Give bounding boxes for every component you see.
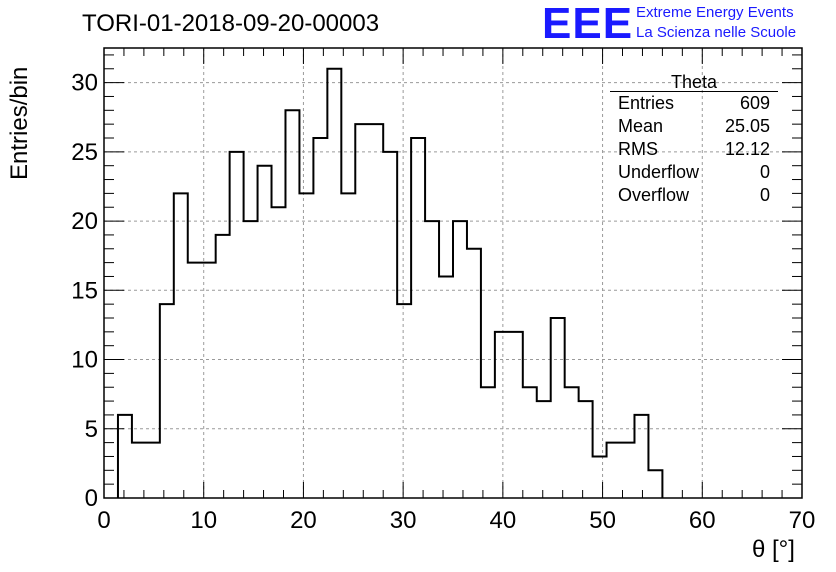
stats-row-underflow: Underflow 0 [610, 161, 778, 184]
y-tick-label: 25 [71, 139, 98, 166]
stats-title: Theta [610, 72, 778, 92]
stats-row-mean: Mean 25.05 [610, 115, 778, 138]
stats-label: RMS [618, 139, 658, 159]
histogram-bin [523, 387, 537, 498]
plot-frame [103, 47, 803, 499]
stats-value: 12.12 [724, 139, 770, 159]
y-tick-label: 5 [85, 416, 98, 443]
y-tick-label: 0 [85, 485, 98, 512]
histogram-bin [579, 401, 593, 498]
histogram-bin [230, 152, 244, 498]
y-tick-label: 15 [71, 277, 98, 304]
histogram-bin [621, 443, 635, 498]
histogram-bin [299, 193, 313, 498]
histogram-bin [355, 124, 369, 498]
histogram-bin [453, 221, 467, 498]
histogram-bin [565, 387, 579, 498]
x-tick-label: 10 [190, 507, 217, 534]
histogram-bin [593, 456, 607, 498]
y-tick-label: 10 [71, 347, 98, 374]
stats-box: Theta Entries 609 Mean 25.05 RMS 12.12 U… [610, 72, 778, 207]
histogram-bin [132, 443, 146, 498]
stats-row-rms: RMS 12.12 [610, 138, 778, 161]
histogram-bin [495, 332, 509, 498]
y-axis-label: Entries/bin [6, 66, 33, 180]
histogram-bin [481, 387, 495, 498]
histogram-bin [509, 332, 523, 498]
stats-label: Mean [618, 116, 664, 136]
x-tick-label: 70 [789, 507, 816, 534]
histogram-bin [146, 443, 160, 498]
histogram-outline [116, 67, 664, 498]
x-tick-label: 60 [689, 507, 716, 534]
eee-logo: EEE [542, 0, 634, 48]
stats-value: 0 [759, 185, 770, 205]
histogram-bin [160, 304, 174, 498]
histogram-bin [648, 470, 662, 498]
x-tick-label: 20 [290, 507, 317, 534]
histogram-bin [634, 415, 648, 498]
histogram-bin [467, 249, 481, 498]
histogram-bin [411, 138, 425, 498]
page-title: TORI-01-2018-09-20-00003 [82, 10, 380, 37]
histogram-bin [341, 193, 355, 498]
logo-line-1: Extreme Energy Events [636, 4, 794, 21]
x-tick-label: 40 [490, 507, 517, 534]
x-tick-label: 50 [589, 507, 616, 534]
histogram-bin [272, 207, 286, 498]
x-tick-label: 30 [390, 507, 417, 534]
histogram-bin [425, 221, 439, 498]
stats-row-overflow: Overflow 0 [610, 184, 778, 207]
histogram-bin [174, 193, 188, 498]
y-tick-label: 20 [71, 208, 98, 235]
stats-value: 25.05 [724, 116, 770, 136]
histogram-bin [369, 124, 383, 498]
histogram-bin [537, 401, 551, 498]
y-tick-label: 30 [71, 70, 98, 97]
histogram-bin [397, 304, 411, 498]
histogram-bin [118, 415, 132, 498]
stats-label: Underflow [618, 162, 700, 182]
histogram-bin [383, 152, 397, 498]
histogram-bin [258, 166, 272, 498]
x-tick-label: 0 [97, 507, 110, 534]
stats-value: 609 [739, 93, 770, 113]
histogram-bin [607, 443, 621, 498]
stats-row-entries: Entries 609 [610, 92, 778, 115]
histogram-bin [285, 110, 299, 498]
histogram-bin [188, 263, 202, 498]
histogram-bin [216, 235, 230, 498]
x-axis-label: θ [°] [752, 536, 795, 563]
histogram-bin [551, 318, 565, 498]
histogram-bin [202, 263, 216, 498]
stats-value: 0 [759, 162, 770, 182]
histogram-bin [313, 138, 327, 498]
stats-label: Overflow [618, 185, 690, 205]
histogram-bin [244, 221, 258, 498]
histogram-bin [327, 69, 341, 498]
logo-line-2: La Scienza nelle Scuole [636, 24, 797, 41]
histogram-bin [439, 276, 453, 498]
stats-label: Entries [618, 93, 675, 113]
